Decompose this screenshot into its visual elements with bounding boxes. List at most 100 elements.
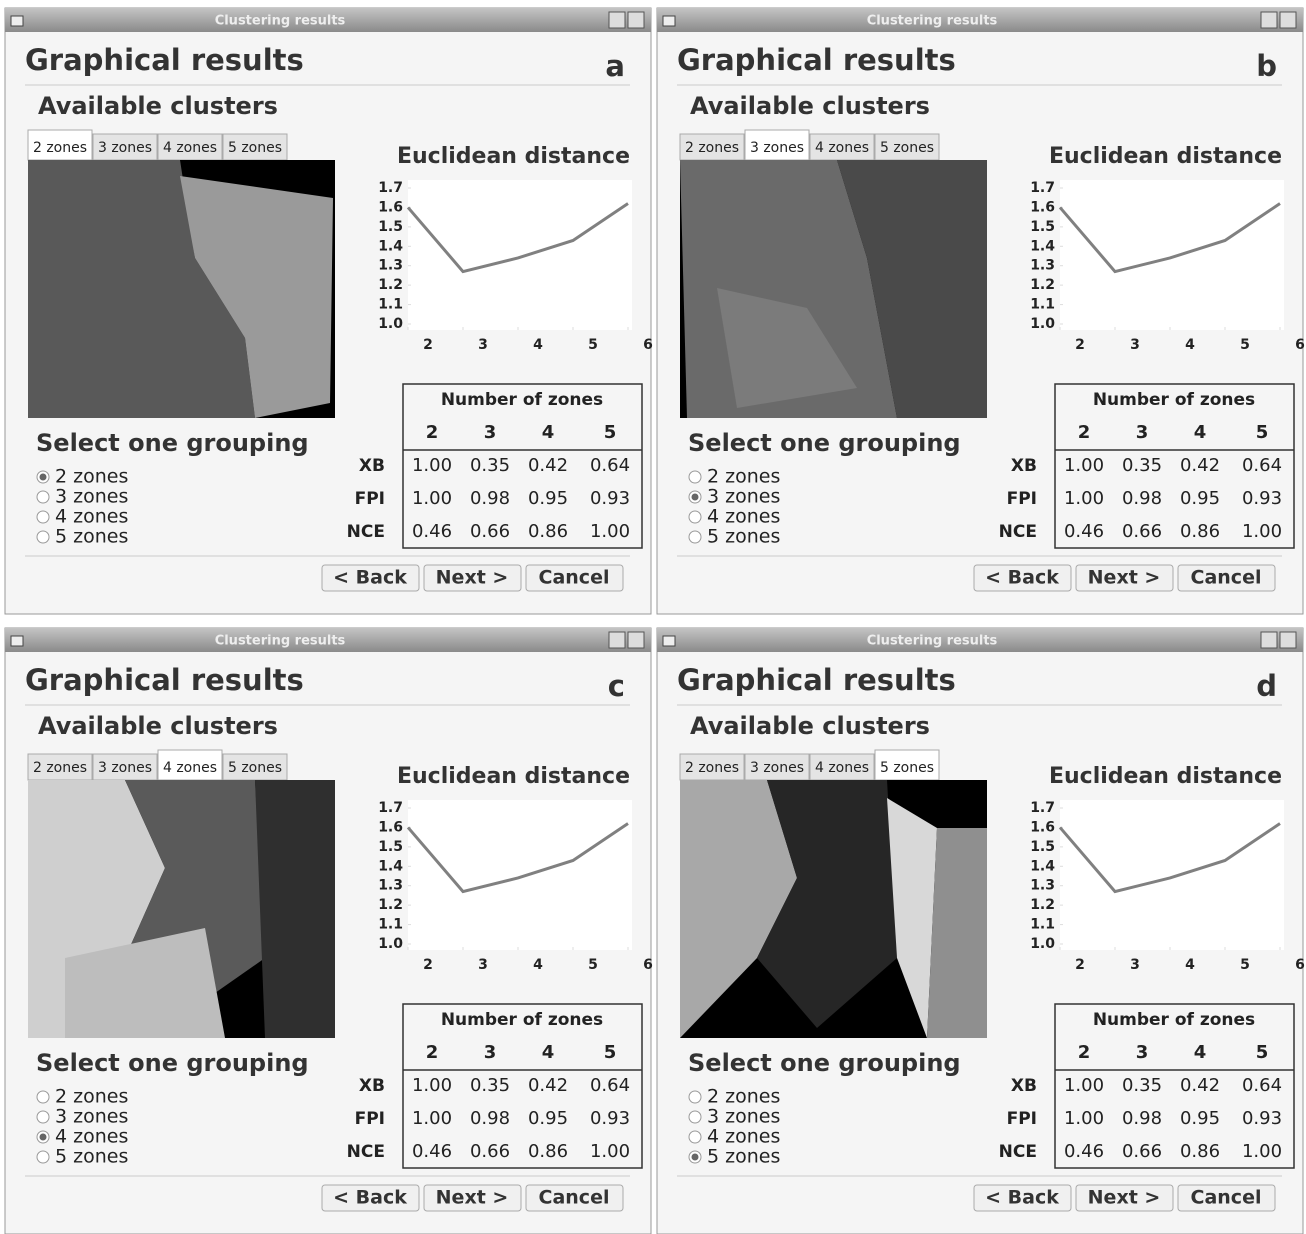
table-cell: 1.00 bbox=[412, 1108, 452, 1129]
table-cell: 0.64 bbox=[1242, 1075, 1282, 1096]
row-label: XB bbox=[359, 456, 385, 476]
x-tick-label: 6 bbox=[1295, 957, 1305, 973]
x-tick-label: 3 bbox=[478, 337, 488, 353]
select-heading: Select one grouping bbox=[688, 429, 961, 457]
table-cell: 0.66 bbox=[470, 1141, 510, 1162]
maximize-button[interactable] bbox=[1261, 632, 1277, 648]
radio-button[interactable] bbox=[37, 511, 49, 523]
close-button[interactable] bbox=[1280, 12, 1296, 28]
button-label: Cancel bbox=[539, 1187, 610, 1209]
y-tick-label: 1.1 bbox=[1030, 917, 1055, 933]
y-tick-label: 1.6 bbox=[378, 819, 403, 835]
table-cell: 0.66 bbox=[470, 521, 510, 542]
tab-label: 2 zones bbox=[33, 140, 87, 156]
table-cell: 0.95 bbox=[528, 488, 568, 509]
y-tick-label: 1.7 bbox=[1030, 800, 1055, 816]
table-cell: 0.98 bbox=[1122, 1108, 1162, 1129]
radio-button[interactable] bbox=[689, 511, 701, 523]
radio-button[interactable] bbox=[689, 531, 701, 543]
table-cell: 0.93 bbox=[1242, 1108, 1282, 1129]
plot-area bbox=[408, 180, 632, 330]
option-label: 5 zones bbox=[55, 1146, 128, 1168]
y-tick-label: 1.0 bbox=[378, 936, 403, 952]
window-menu-icon[interactable] bbox=[11, 636, 23, 646]
panel-label: c bbox=[608, 669, 625, 703]
x-tick-label: 5 bbox=[588, 337, 598, 353]
maximize-button[interactable] bbox=[1261, 12, 1277, 28]
window-menu-icon[interactable] bbox=[11, 16, 23, 26]
column-header: 4 bbox=[542, 1042, 555, 1063]
button-label: < Back bbox=[985, 567, 1059, 589]
window-menu-icon[interactable] bbox=[663, 636, 675, 646]
option-label: 5 zones bbox=[55, 526, 128, 548]
table-header: Number of zones bbox=[1093, 390, 1255, 410]
y-tick-label: 1.7 bbox=[378, 800, 403, 816]
radio-button[interactable] bbox=[37, 1111, 49, 1123]
maximize-button[interactable] bbox=[609, 12, 625, 28]
radio-button[interactable] bbox=[37, 1151, 49, 1163]
table-cell: 0.35 bbox=[1122, 455, 1162, 476]
radio-button[interactable] bbox=[689, 1111, 701, 1123]
column-header: 2 bbox=[1078, 1042, 1091, 1063]
y-tick-label: 1.4 bbox=[1030, 238, 1055, 254]
tab-label: 5 zones bbox=[880, 760, 934, 776]
table-cell: 1.00 bbox=[590, 1141, 630, 1162]
x-tick-label: 6 bbox=[643, 957, 653, 973]
row-label: NCE bbox=[999, 522, 1037, 542]
table-cell: 0.46 bbox=[1064, 1141, 1104, 1162]
radio-button[interactable] bbox=[37, 1091, 49, 1103]
table-cell: 0.86 bbox=[528, 521, 568, 542]
window-title: Clustering results bbox=[215, 634, 346, 649]
tab-label: 3 zones bbox=[98, 140, 152, 156]
table-cell: 0.66 bbox=[1122, 1141, 1162, 1162]
plot-area bbox=[1060, 800, 1284, 950]
option-label: 3 zones bbox=[707, 1106, 780, 1128]
x-tick-label: 6 bbox=[1295, 337, 1305, 353]
select-heading: Select one grouping bbox=[688, 1049, 961, 1077]
y-tick-label: 1.3 bbox=[378, 878, 403, 894]
x-tick-label: 3 bbox=[1130, 337, 1140, 353]
button-label: Cancel bbox=[1191, 567, 1262, 589]
button-label: < Back bbox=[333, 567, 407, 589]
radio-dot bbox=[40, 474, 47, 481]
y-tick-label: 1.0 bbox=[1030, 316, 1055, 332]
button-label: < Back bbox=[985, 1187, 1059, 1209]
close-button[interactable] bbox=[628, 12, 644, 28]
table-cell: 0.93 bbox=[590, 1108, 630, 1129]
y-tick-label: 1.4 bbox=[378, 238, 403, 254]
window-menu-icon[interactable] bbox=[663, 16, 675, 26]
y-tick-label: 1.3 bbox=[1030, 258, 1055, 274]
y-tick-label: 1.6 bbox=[378, 199, 403, 215]
heading: Graphical results bbox=[677, 663, 956, 697]
radio-button[interactable] bbox=[37, 491, 49, 503]
window: Clustering resultsGraphical resultsbAvai… bbox=[657, 8, 1305, 614]
heading: Graphical results bbox=[25, 43, 304, 77]
radio-button[interactable] bbox=[689, 1131, 701, 1143]
panel-label: a bbox=[605, 49, 625, 83]
row-label: NCE bbox=[999, 1142, 1037, 1162]
close-button[interactable] bbox=[1280, 632, 1296, 648]
tab-label: 4 zones bbox=[815, 140, 869, 156]
column-header: 2 bbox=[426, 1042, 439, 1063]
y-tick-label: 1.6 bbox=[1030, 819, 1055, 835]
table-cell: 0.98 bbox=[470, 488, 510, 509]
y-tick-label: 1.7 bbox=[1030, 180, 1055, 196]
panel-label: d bbox=[1256, 669, 1277, 703]
cluster-zone bbox=[255, 780, 335, 1038]
table-cell: 0.95 bbox=[528, 1108, 568, 1129]
table-cell: 1.00 bbox=[412, 455, 452, 476]
x-tick-label: 4 bbox=[533, 337, 543, 353]
column-header: 4 bbox=[1194, 1042, 1207, 1063]
screenshot: Clustering resultsGraphical resultsaAvai… bbox=[0, 0, 1306, 1234]
window: Clustering resultsGraphical resultscAvai… bbox=[5, 628, 653, 1234]
radio-button[interactable] bbox=[689, 1091, 701, 1103]
close-button[interactable] bbox=[628, 632, 644, 648]
option-label: 2 zones bbox=[707, 1086, 780, 1108]
radio-button[interactable] bbox=[689, 471, 701, 483]
window-title: Clustering results bbox=[867, 14, 998, 29]
x-tick-label: 2 bbox=[1075, 957, 1085, 973]
maximize-button[interactable] bbox=[609, 632, 625, 648]
radio-button[interactable] bbox=[37, 531, 49, 543]
table-cell: 0.35 bbox=[470, 1075, 510, 1096]
